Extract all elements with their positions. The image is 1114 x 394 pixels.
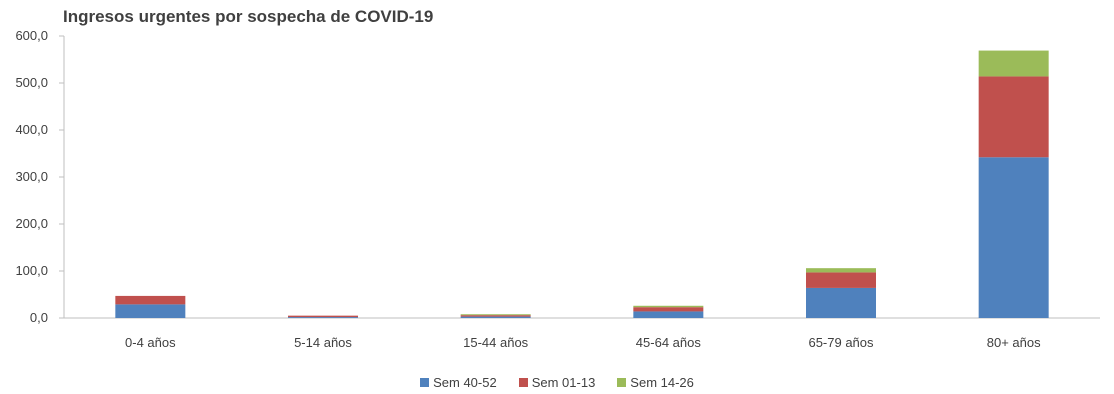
bar-segment bbox=[806, 272, 876, 288]
chart-plot: 0,0 100,0 200,0 300,0 400,0 500,0 600,0 0-4 añ… bbox=[15, 28, 1100, 350]
y-tick-label: 600,0 bbox=[15, 28, 48, 43]
bar-segment bbox=[978, 157, 1049, 318]
y-tick-label: 0,0 bbox=[30, 310, 48, 325]
legend: Sem 40-52 Sem 01-13 Sem 14-26 bbox=[0, 375, 1114, 390]
legend-item: Sem 40-52 bbox=[420, 375, 497, 390]
y-tick-label: 200,0 bbox=[15, 216, 48, 231]
chart-title: Ingresos urgentes por sospecha de COVID-… bbox=[63, 7, 434, 26]
y-tick-label: 300,0 bbox=[15, 169, 48, 184]
bar-segment bbox=[806, 268, 876, 273]
bar-segment bbox=[288, 317, 358, 318]
bar-segment bbox=[633, 305, 704, 308]
bar-segment bbox=[115, 304, 186, 318]
bar-segment bbox=[633, 307, 704, 312]
x-axis: 0-4 años 5-14 años 15-44 años 45-64 años 65-… bbox=[64, 317, 1100, 350]
x-tick-label: 45-64 años bbox=[636, 335, 702, 350]
y-tick-label: 100,0 bbox=[15, 263, 48, 278]
bar-segment bbox=[460, 314, 531, 316]
y-tick-label: 400,0 bbox=[15, 122, 48, 137]
bar-segment bbox=[460, 316, 531, 318]
legend-swatch bbox=[518, 378, 528, 387]
legend-label: Sem 40-52 bbox=[433, 375, 497, 390]
bar-segment bbox=[288, 315, 358, 318]
bar-segment bbox=[460, 315, 531, 317]
y-tick-label: 500,0 bbox=[15, 75, 48, 90]
legend-label: Sem 01-13 bbox=[531, 375, 596, 390]
x-tick-label: 80+ años bbox=[987, 335, 1041, 350]
y-axis: 0,0 100,0 200,0 300,0 400,0 500,0 600,0 bbox=[15, 28, 65, 325]
bar-segment bbox=[806, 287, 876, 318]
bars bbox=[115, 50, 1049, 318]
bar-segment bbox=[978, 50, 1049, 77]
x-tick-label: 0-4 años bbox=[125, 335, 176, 350]
legend-item: Sem 01-13 bbox=[518, 375, 596, 390]
legend-label: Sem 14-26 bbox=[630, 375, 694, 390]
x-tick-label: 15-44 años bbox=[463, 335, 529, 350]
x-tick-label: 5-14 años bbox=[294, 335, 352, 350]
legend-swatch bbox=[617, 378, 627, 387]
bar-segment bbox=[978, 76, 1049, 158]
bar-segment bbox=[633, 311, 704, 318]
x-tick-label: 65-79 años bbox=[808, 335, 874, 350]
bar-segment bbox=[115, 295, 186, 305]
legend-swatch bbox=[420, 378, 430, 387]
legend-item: Sem 14-26 bbox=[617, 375, 694, 390]
